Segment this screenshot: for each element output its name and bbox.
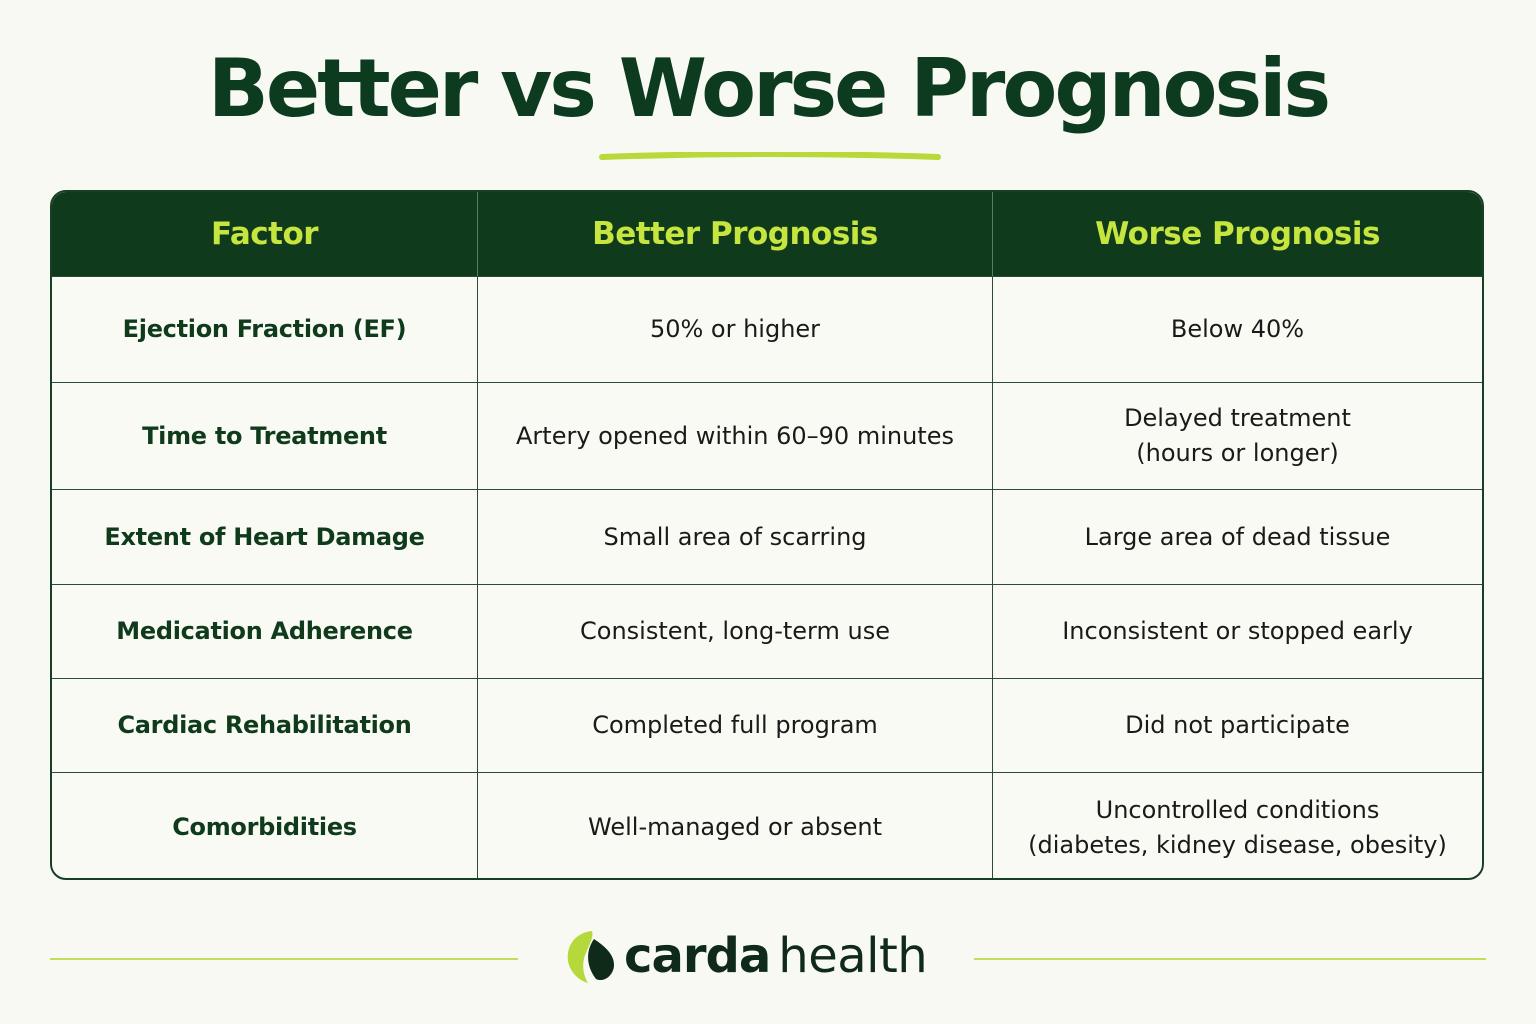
table-row: Cardiac Rehabilitation Completed full pr…	[52, 678, 1482, 772]
factor-cell: Time to Treatment	[142, 421, 387, 450]
worse-cell: Large area of dead tissue	[992, 490, 1482, 584]
better-cell: 50% or higher	[477, 277, 992, 382]
header-better-prognosis: Better Prognosis	[477, 192, 992, 276]
worse-cell: Inconsistent or stopped early	[992, 585, 1482, 678]
worse-cell: Below 40%	[992, 277, 1482, 382]
brand-name-light: health	[778, 928, 928, 984]
factor-cell: Cardiac Rehabilitation	[117, 711, 412, 739]
footer-divider-right	[974, 958, 1486, 960]
header-factor: Factor	[210, 215, 319, 252]
page-title: Better vs Worse Prognosis	[207, 42, 1331, 135]
brand-wordmark: carda health	[624, 924, 928, 988]
better-cell: Consistent, long-term use	[477, 585, 992, 678]
worse-cell-line: Uncontrolled conditions	[1095, 795, 1380, 824]
table-row: Comorbidities Well-managed or absent Unc…	[52, 772, 1482, 878]
worse-cell: Delayed treatment (hours or longer)	[992, 383, 1482, 489]
leaf-logo-icon	[567, 931, 614, 983]
worse-cell-line: (diabetes, kidney disease, obesity)	[1028, 830, 1447, 859]
brand-logo: carda health	[564, 924, 928, 988]
table-row: Ejection Fraction (EF) 50% or higher Bel…	[52, 276, 1482, 382]
better-cell: Small area of scarring	[477, 490, 992, 584]
table-header-row: Factor Better Prognosis Worse Prognosis	[52, 192, 1482, 276]
better-cell: Completed full program	[477, 679, 992, 772]
prognosis-table: Factor Better Prognosis Worse Prognosis …	[50, 190, 1484, 880]
factor-cell: Ejection Fraction (EF)	[122, 315, 407, 343]
header-worse-prognosis: Worse Prognosis	[992, 192, 1482, 276]
table-row: Extent of Heart Damage Small area of sca…	[52, 489, 1482, 584]
factor-cell: Medication Adherence	[116, 617, 413, 645]
worse-cell-line: Delayed treatment	[1124, 404, 1351, 432]
title-underline	[599, 152, 941, 160]
footer-divider-left	[50, 958, 518, 960]
worse-cell: Uncontrolled conditions (diabetes, kidne…	[992, 773, 1482, 878]
brand-name-bold: carda	[624, 928, 771, 984]
table-row: Medication Adherence Consistent, long-te…	[52, 584, 1482, 678]
worse-cell: Did not participate	[992, 679, 1482, 772]
table-row: Time to Treatment Artery opened within 6…	[52, 382, 1482, 489]
factor-cell: Comorbidities	[172, 813, 357, 841]
factor-cell: Extent of Heart Damage	[104, 522, 425, 551]
worse-cell-line: (hours or longer)	[1136, 439, 1339, 467]
better-cell: Well-managed or absent	[477, 773, 992, 878]
better-cell: Artery opened within 60–90 minutes	[477, 383, 992, 489]
